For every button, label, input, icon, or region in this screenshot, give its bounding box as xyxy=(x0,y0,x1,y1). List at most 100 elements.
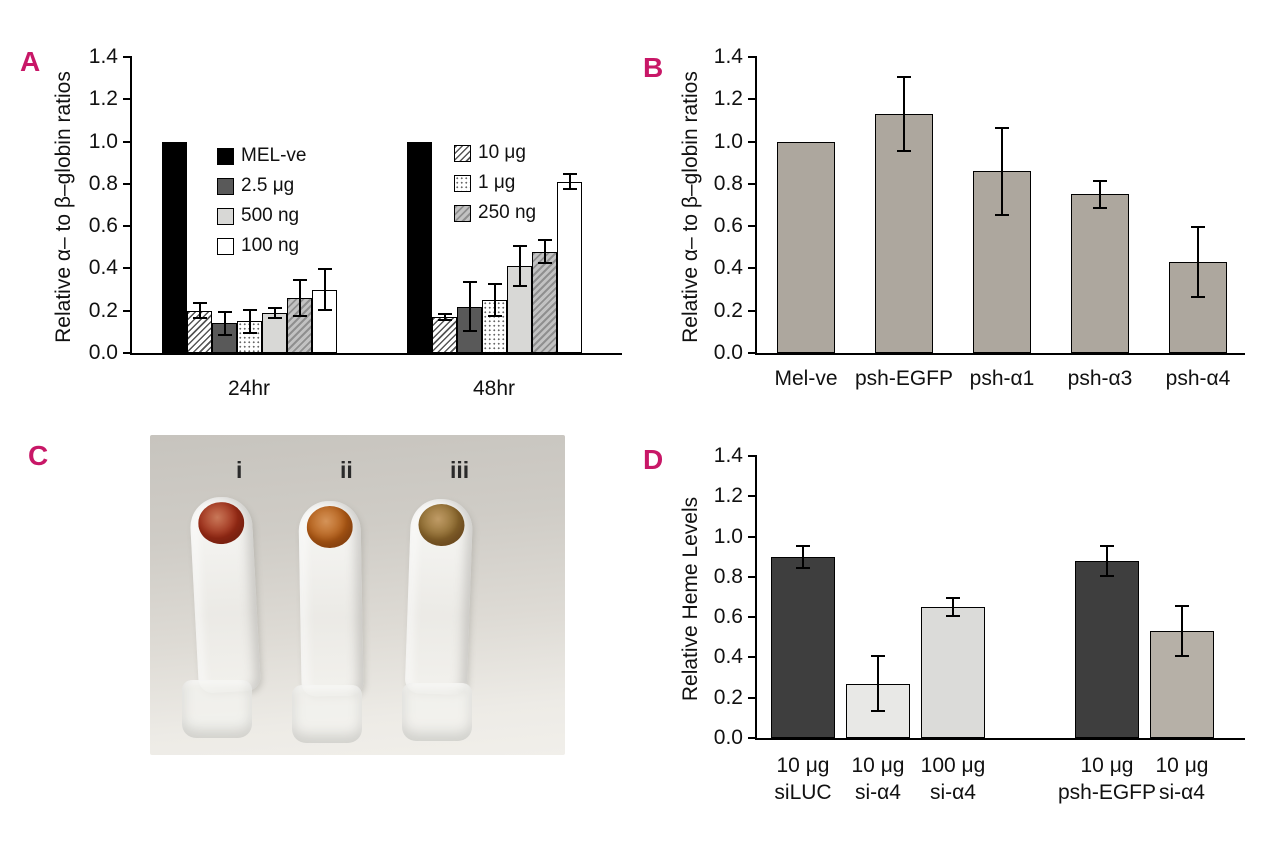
error-bar xyxy=(897,76,911,153)
tube-iii-pellet xyxy=(417,503,466,547)
y-axis-tick xyxy=(748,267,757,270)
y-axis-tick-label: 0.4 xyxy=(88,256,118,280)
legend-entry: 1 μg xyxy=(454,172,536,194)
error-bar xyxy=(512,245,527,288)
error-bar xyxy=(946,597,960,618)
panel-d-letter: D xyxy=(643,444,664,475)
x-axis-label: 10 μg siLUC xyxy=(774,754,832,804)
bar xyxy=(532,251,557,353)
legend-swatch xyxy=(217,237,234,255)
y-axis-tick xyxy=(748,309,757,312)
y-axis-tick xyxy=(123,56,132,58)
error-bar xyxy=(1191,226,1205,298)
panel-c-letter: C xyxy=(28,440,49,471)
y-axis-tick-label: 0.0 xyxy=(713,341,743,364)
legend-entry-label: MEL-ve xyxy=(241,145,307,166)
error-bar xyxy=(995,126,1009,216)
y-axis-tick-label: 1.2 xyxy=(88,87,118,111)
x-axis-label: 48hr xyxy=(472,377,516,400)
y-axis-tick xyxy=(748,575,757,578)
chart-d: 0.0 0.2 0.4 0.6 0.8 1.0 1.2 1.4 10 μg siLUC 10 μg s… xyxy=(714,444,1245,804)
y-axis-tick-label: 0.0 xyxy=(713,726,743,749)
legend-entry: 500 ng xyxy=(217,205,306,227)
y-axis-tick xyxy=(748,656,757,659)
x-axis-label: 24hr xyxy=(227,377,271,400)
x-axis-label: psh-EGFP xyxy=(854,367,954,390)
y-axis-tick-label: 1.4 xyxy=(88,45,118,68)
error-bar xyxy=(242,308,257,334)
y-axis-tick xyxy=(123,267,132,270)
bar xyxy=(1075,560,1139,738)
y-axis-tick xyxy=(748,535,757,538)
legend-entry-label: 2.5 μg xyxy=(241,175,295,196)
y-axis-tick-label: 1.2 xyxy=(713,484,743,508)
x-axis-label: 100 μg si-α4 xyxy=(920,754,986,804)
y-axis-tick xyxy=(748,737,757,739)
tube-photo: i ii iii xyxy=(150,435,565,755)
bar xyxy=(777,141,835,353)
x-axis-label: 10 μg si-α4 xyxy=(851,754,905,804)
legend-swatch xyxy=(217,177,234,195)
tube-iii xyxy=(404,497,474,696)
y-axis-tick xyxy=(748,696,757,699)
legend-swatch xyxy=(454,174,471,192)
y-axis-tick xyxy=(748,616,757,619)
bar xyxy=(407,141,432,353)
x-axis-label: psh-α1 xyxy=(969,367,1035,390)
legend-entry: 2.5 μg xyxy=(217,175,306,197)
legend-entry: 100 ng xyxy=(217,235,306,257)
legend-entry-label: 10 μg xyxy=(478,142,526,163)
y-axis-tick xyxy=(748,56,757,58)
y-axis-tick-label: 0.4 xyxy=(713,645,743,669)
y-axis-tick xyxy=(748,352,757,354)
panel-a-letter: A xyxy=(20,46,41,77)
panel-b-letter: B xyxy=(643,52,664,83)
tube-ii xyxy=(298,500,364,697)
y-axis-tick xyxy=(123,225,132,228)
error-bar xyxy=(796,544,810,569)
y-axis-tick-label: 1.0 xyxy=(713,129,743,153)
y-axis-tick-label: 0.2 xyxy=(713,298,743,322)
error-bar xyxy=(462,281,477,332)
y-axis-tick-label: 0.6 xyxy=(88,214,118,238)
legend-entry-label: 1 μg xyxy=(478,172,516,193)
y-axis-tick-label: 1.0 xyxy=(88,129,118,153)
tube-iii-base xyxy=(402,683,472,741)
legend-entry-label: 250 ng xyxy=(478,202,537,223)
y-axis-tick-label: 0.8 xyxy=(88,171,118,195)
tube-ii-pellet xyxy=(306,505,354,549)
error-bar xyxy=(537,238,552,265)
y-axis-tick-label: 1.0 xyxy=(713,524,743,548)
legend-swatch xyxy=(454,144,471,162)
legend: 10 μg 1 μg 250 ng xyxy=(454,142,536,224)
error-bar xyxy=(487,283,502,317)
y-axis-tick-label: 0.6 xyxy=(713,605,743,629)
legend-entry-label: 500 ng xyxy=(241,205,300,226)
chart-a: 0.0 0.2 0.4 0.6 0.8 1.0 1.2 1.4 24hr 48hr MEL-ve 2.… xyxy=(89,45,622,400)
y-axis-tick-label: 1.4 xyxy=(713,444,743,467)
error-bar xyxy=(1175,605,1189,658)
bar xyxy=(262,312,287,353)
legend-entry: MEL-ve xyxy=(217,145,306,167)
x-axis-label: psh-α4 xyxy=(1165,367,1231,390)
chart-d-y-axis-title: Relative Heme Levels xyxy=(679,496,702,702)
y-axis-tick-label: 0.8 xyxy=(713,564,743,588)
chart-b: 0.0 0.2 0.4 0.6 0.8 1.0 1.2 1.4 Mel-ve psh-EGFP ps… xyxy=(714,45,1245,390)
bar xyxy=(875,114,933,353)
y-axis-tick-label: 0.6 xyxy=(713,214,743,238)
legend-entry-label: 100 ng xyxy=(241,235,300,256)
y-axis-tick xyxy=(123,309,132,312)
error-bar xyxy=(1093,179,1107,210)
bar xyxy=(921,607,985,738)
bar xyxy=(432,317,457,353)
y-axis-tick-label: 0.8 xyxy=(713,171,743,195)
x-axis-label: Mel-ve xyxy=(774,367,838,390)
x-axis-label: psh-α3 xyxy=(1067,367,1133,390)
bar xyxy=(771,556,835,738)
y-axis-tick xyxy=(748,455,757,457)
y-axis-tick xyxy=(748,140,757,143)
y-axis-tick-label: 0.2 xyxy=(88,298,118,322)
y-axis-tick xyxy=(123,98,132,101)
tube-i-pellet xyxy=(197,500,246,546)
legend-entry: 250 ng xyxy=(454,202,536,224)
